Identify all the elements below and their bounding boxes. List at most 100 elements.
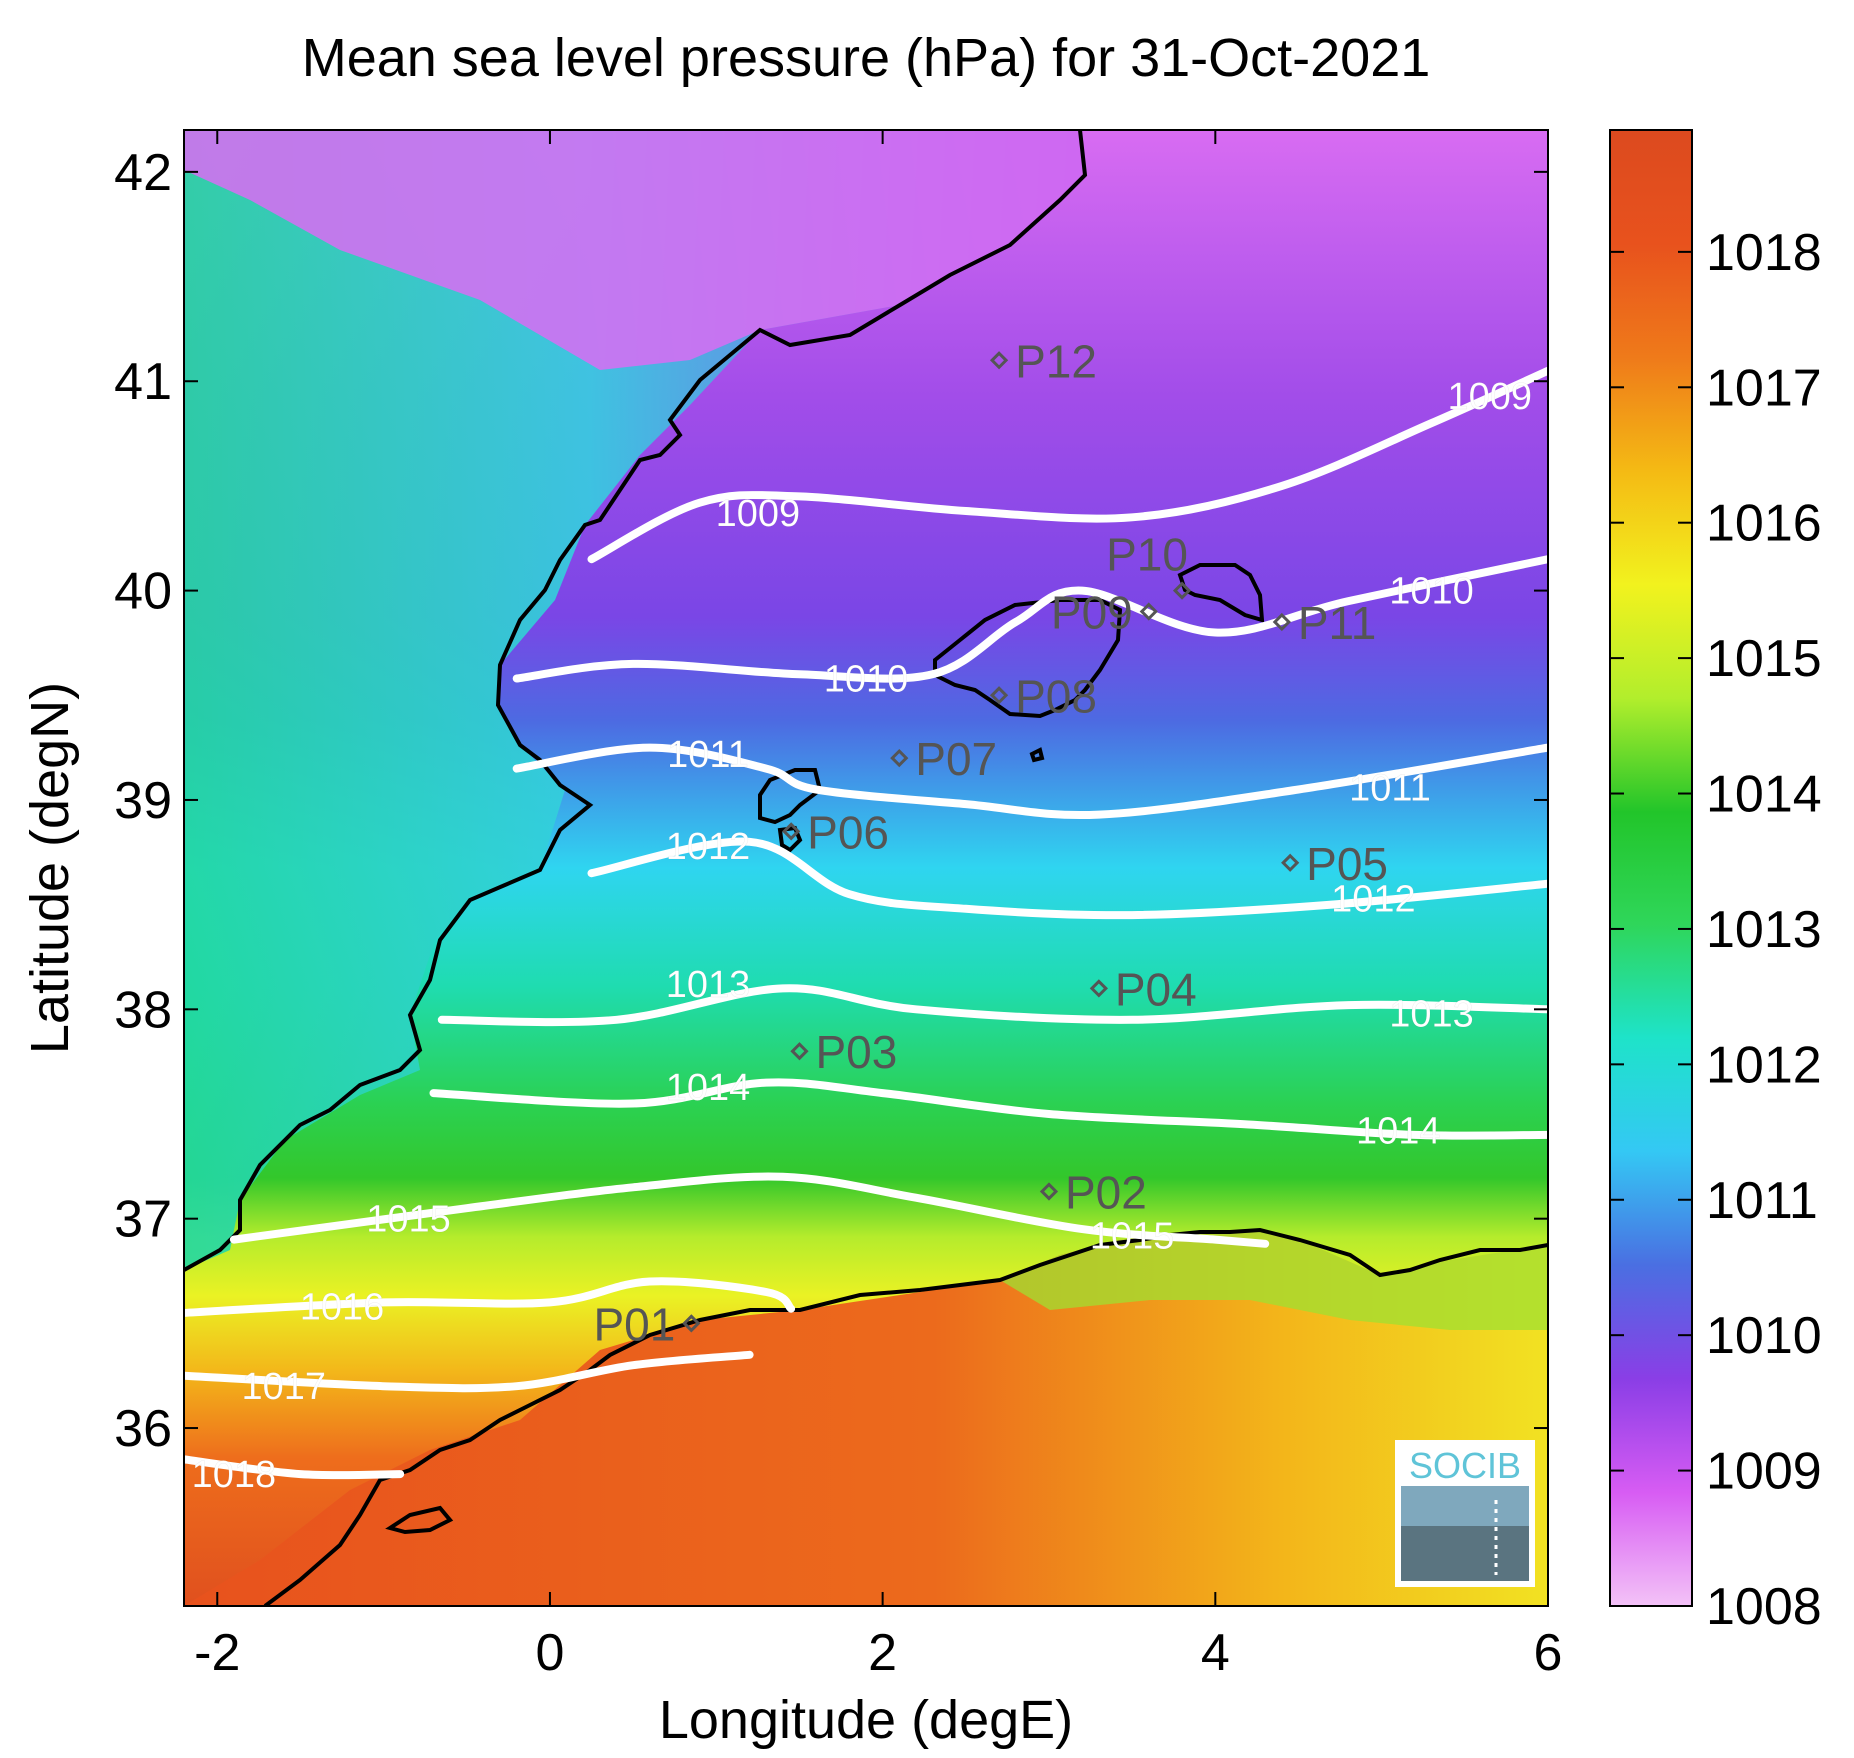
pressure-field-africa: [184, 1230, 1548, 1606]
y-tick-label: 40: [114, 563, 172, 621]
station-marker-P11: [1272, 612, 1291, 632]
isobar-label: 1010: [824, 659, 909, 701]
pressure-field-iberia: [184, 130, 1085, 1270]
colorbar-tick-label: 1015: [1706, 630, 1822, 688]
station-marker-P06: [782, 822, 801, 841]
station-label-P09: P09: [1051, 587, 1133, 639]
isobar-label: 1011: [667, 734, 749, 776]
colorbar-tick-label: 1013: [1706, 901, 1822, 959]
y-tick-label: 42: [114, 144, 172, 202]
alboran-island: [385, 1505, 454, 1535]
isobars-layer: 1009 1009 1010 1010 1011 1011 1012 1012 1013 1013…: [184, 366, 1548, 1496]
colorbar-fill: [1610, 130, 1692, 1606]
colorbar-tick-label: 1018: [1706, 224, 1822, 282]
isobar-line-1012: [587, 837, 1548, 920]
isobar-line-1013: [437, 984, 1548, 1027]
colorbar-ticks: 1008 1009 1010 1011 1012 1013 1014 1015 1016 1017…: [1610, 224, 1822, 1636]
station-label-P11: P11: [1298, 597, 1376, 649]
x-tick-label: 0: [535, 1624, 564, 1682]
cabrera-island: [1029, 747, 1045, 763]
station-label-P01: P01: [593, 1298, 675, 1350]
colorbar-tick-label: 1010: [1706, 1307, 1822, 1365]
colorbar: 1008 1009 1010 1011 1012 1013 1014 1015 1016 1017…: [1609, 129, 1822, 1636]
isobar-label: 1012: [666, 826, 751, 868]
stations-layer: P01 P02 P03 P04 P05 P06 P07 P08 P09 P10 P11 P12: [593, 335, 1388, 1350]
isobar-line-1017: [184, 1350, 754, 1393]
isobar-label: 1010: [1389, 571, 1474, 613]
station-label-P12: P12: [1015, 335, 1097, 387]
isobar-label: 1015: [366, 1199, 451, 1241]
colorbar-tick-label: 1012: [1706, 1036, 1822, 1094]
x-tick-label: 4: [1201, 1624, 1230, 1682]
colorbar-tick-label: 1009: [1706, 1443, 1822, 1501]
colorbar-tick-label: 1014: [1706, 766, 1822, 824]
chart-title: Mean sea level pressure (hPa) for 31-Oct…: [302, 28, 1431, 88]
station-label-P05: P05: [1306, 838, 1388, 890]
isobar-line-1014: [429, 1078, 1548, 1140]
mallorca-island: [933, 598, 1123, 719]
station-marker-P09: [1139, 602, 1158, 621]
africa-coast-green-band: [1000, 1230, 1548, 1330]
station-label-P04: P04: [1115, 963, 1197, 1015]
station-label-P07: P07: [915, 733, 997, 785]
station-marker-P12: [989, 351, 1009, 370]
isobar-label: 1015: [1090, 1215, 1175, 1257]
pressure-field-north-high: [184, 130, 1085, 370]
colorbar-tick-label: 1008: [1706, 1578, 1822, 1636]
y-tick-label: 37: [114, 1191, 172, 1249]
isobar-line-1016: [184, 1277, 796, 1317]
x-tick-label: 6: [1534, 1624, 1563, 1682]
station-marker-P02: [1039, 1182, 1059, 1201]
station-marker-P08: [989, 686, 1009, 705]
coastline-africa: [263, 1227, 1548, 1606]
station-marker-P01: [682, 1314, 701, 1333]
coastline: [184, 130, 1088, 1272]
station-label-P06: P06: [807, 806, 889, 858]
isobar-line-1010: [512, 555, 1548, 683]
station-marker-P05: [1281, 853, 1300, 872]
socib-logo: SOCIB: [1395, 1440, 1535, 1587]
station-marker-P03: [790, 1042, 809, 1061]
x-axis-label: Longitude (degE): [659, 1690, 1073, 1750]
isobar-label: 1013: [1389, 994, 1474, 1036]
y-tick-label: 39: [114, 772, 172, 830]
map-plot-area: 1009 1009 1010 1010 1011 1011 1012 1012 1013 1013…: [184, 130, 1548, 1606]
isobar-label: 1014: [1356, 1111, 1441, 1153]
station-marker-P10: [1172, 581, 1192, 600]
isobar-label: 1009: [1448, 376, 1533, 418]
station-marker-P07: [890, 748, 909, 768]
colorbar-tick-label: 1011: [1706, 1172, 1818, 1230]
colorbar-tick-label: 1017: [1706, 359, 1822, 417]
formentera-island: [777, 825, 803, 853]
isobar-line-1018: [184, 1455, 405, 1480]
y-tick-label: 41: [114, 353, 172, 411]
socib-logo-text: SOCIB: [1409, 1445, 1521, 1486]
y-tick-label: 36: [114, 1400, 172, 1458]
isobar-label: 1018: [192, 1454, 277, 1496]
isobar-line-1011: [512, 743, 1548, 819]
station-label-P08: P08: [1015, 670, 1097, 722]
isobar-label: 1013: [666, 964, 751, 1006]
station-label-P03: P03: [815, 1026, 897, 1078]
colorbar-frame: [1609, 129, 1693, 1607]
isobar-line-1009: [587, 366, 1548, 564]
x-tick-label: 2: [868, 1624, 897, 1682]
isobar-label: 1009: [716, 493, 801, 535]
station-label-P02: P02: [1065, 1166, 1147, 1218]
isobar-label: 1014: [666, 1067, 751, 1109]
isobar-line-1015: [229, 1172, 1270, 1248]
y-tick-label: 38: [114, 981, 172, 1039]
isobar-label: 1012: [1331, 878, 1416, 920]
isobar-label: 1011: [1349, 767, 1431, 809]
x-tick-label: -2: [194, 1624, 240, 1682]
isobar-label: 1017: [242, 1366, 327, 1408]
station-label-P10: P10: [1106, 529, 1188, 581]
axis-ticks: -2 0 2 4 6 36 37 38 39 40 41 42: [114, 130, 1562, 1682]
y-axis-label: Latitude (degN): [20, 682, 80, 1054]
isobar-label: 1016: [300, 1287, 385, 1329]
station-marker-P04: [1089, 979, 1109, 998]
colorbar-tick-label: 1016: [1706, 495, 1822, 553]
menorca-island: [1177, 563, 1265, 623]
map-frame: [183, 129, 1549, 1607]
